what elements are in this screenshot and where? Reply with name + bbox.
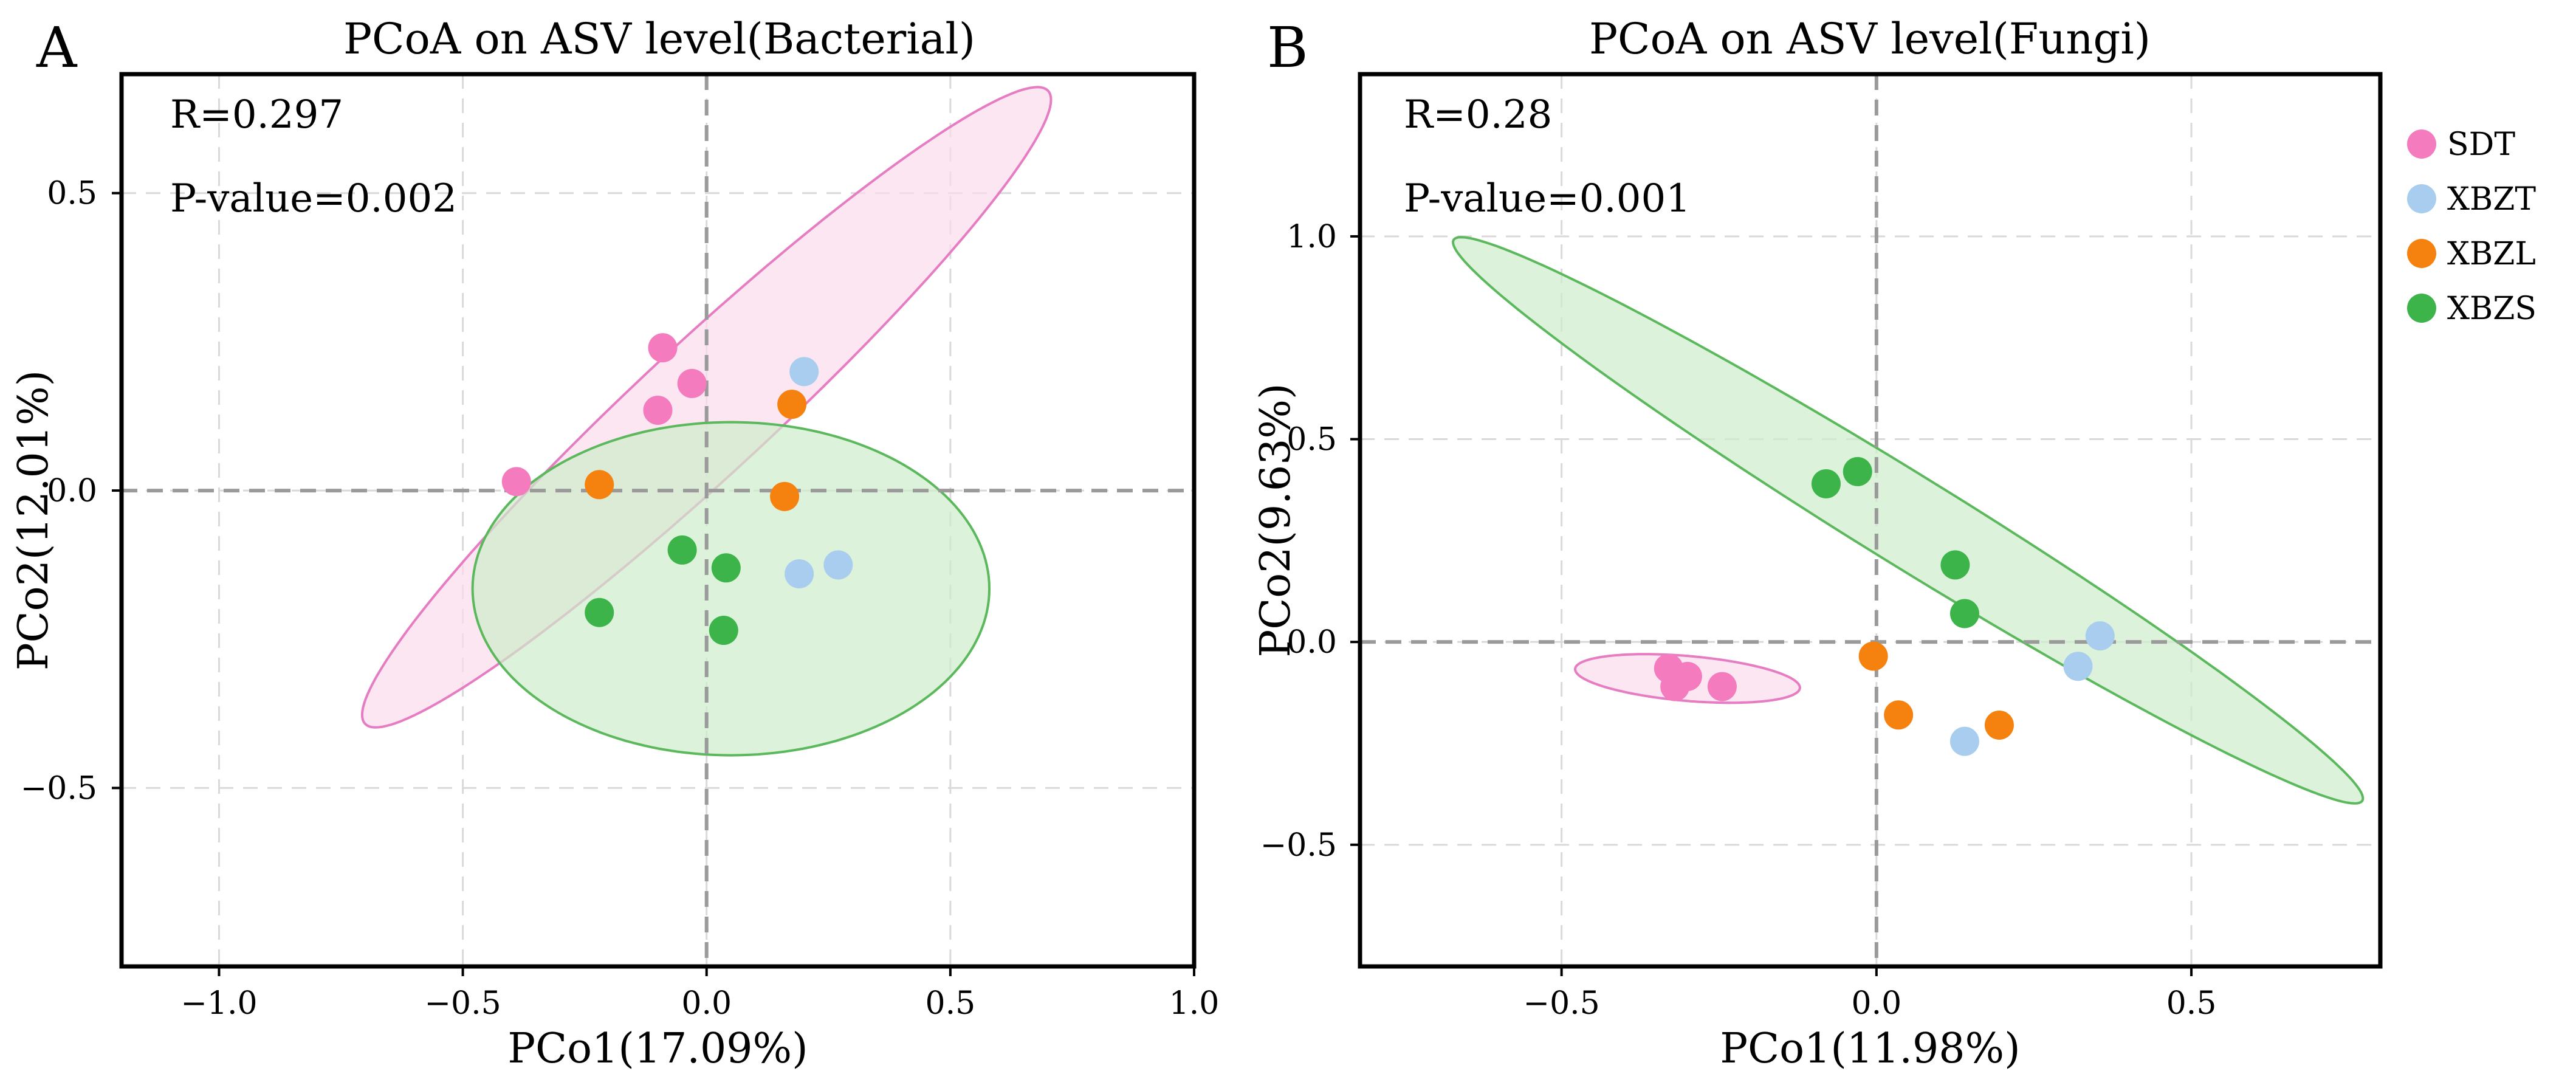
panel-b-ytick-label: 0.0 [1286, 624, 1337, 661]
panel-a-ellipse-xbzs [471, 421, 991, 757]
panel-a-plot-frame [119, 72, 1197, 969]
panel-b-stat-1: P-value=0.001 [1404, 176, 1691, 221]
panel-a-point-sdt [501, 467, 531, 497]
panel-b-point-xbzs [1940, 550, 1970, 580]
panel-a-point-xbzt [823, 550, 853, 580]
panel-a-point-xbzl [777, 390, 807, 419]
panel-b-point-xbzt [1949, 726, 1979, 756]
panel-a-xlabel: PCo1(17.09%) [507, 1025, 808, 1073]
panel-b-point-xbzt [2085, 621, 2115, 651]
panel-a-point-xbzl [770, 481, 800, 511]
panel-b-point-xbzl [1884, 700, 1914, 730]
panel-a-ytick-label: 0.5 [47, 176, 97, 212]
panel-a-point-xbzt [789, 357, 819, 387]
panel-b-point-sdt [1707, 672, 1737, 701]
panel-a-xtick-label: 0.0 [681, 985, 732, 1022]
panel-b-label: B [1267, 15, 1308, 80]
panel-a-point-xbzs [709, 616, 738, 646]
panel-b-point-xbzs [1811, 469, 1841, 498]
panel-a-point-sdt [643, 395, 673, 425]
panel-a-stat-1: P-value=0.002 [170, 176, 457, 221]
panel-b-legend-marker-xbzs [2407, 294, 2436, 323]
panel-b-xlabel: PCo1(11.98%) [1720, 1025, 2020, 1073]
panel-b-ytick-label: 1.0 [1286, 219, 1337, 255]
panel-b-legend-label-sdt: SDT [2447, 126, 2515, 163]
panel-b-xtick-label: 0.5 [2166, 985, 2217, 1022]
panel-b-plot-frame [1358, 72, 2383, 969]
panel-b-legend-label-xbzl: XBZL [2447, 236, 2536, 272]
panel-b-point-xbzl [1984, 710, 2014, 740]
panel-b-title: PCoA on ASV level(Fungi) [1589, 14, 2151, 64]
panel-a-point-xbzl [585, 470, 614, 500]
panel-b-legend-marker-xbzt [2407, 184, 2436, 213]
panel-b-point-xbzs [1843, 456, 1872, 486]
panel-a-xtick-label: 0.5 [926, 985, 976, 1022]
panel-a-ytick-label: 0.0 [47, 473, 97, 509]
panel-b-ellipse-xbzs [1452, 236, 2365, 805]
panel-a-xtick-label: 1.0 [1169, 985, 1220, 1022]
panel-b-stat-0: R=0.28 [1404, 92, 1552, 137]
panel-a-stat-0: R=0.297 [170, 92, 343, 137]
panel-a-point-xbzt [785, 559, 814, 589]
panel-a-title: PCoA on ASV level(Bacterial) [343, 14, 975, 64]
panel-b-ylabel: PCo2(9.63%) [1252, 383, 1300, 657]
panel-b-legend-marker-xbzl [2407, 239, 2436, 268]
panel-b-legend-marker-sdt [2407, 129, 2436, 159]
panel-b-xtick-label: 0.0 [1852, 985, 1902, 1022]
panel-b-xtick-label: −0.5 [1523, 985, 1600, 1022]
panel-a-xtick-label: −1.0 [180, 985, 257, 1022]
panel-a-ytick-label: −0.5 [21, 770, 97, 807]
panel-a-point-xbzs [667, 535, 697, 565]
panel-b-legend-label-xbzs: XBZS [2447, 291, 2537, 327]
panel-b-ytick-label: 0.5 [1286, 422, 1337, 458]
panel-b-point-sdt [1660, 672, 1690, 701]
panel-a-point-xbzs [585, 597, 614, 627]
panel-a-point-xbzs [711, 553, 741, 583]
panel-a-point-sdt [648, 333, 678, 363]
panel-b-point-xbzs [1949, 599, 1979, 628]
panel-a-xtick-label: −0.5 [424, 985, 501, 1022]
panel-a-point-sdt [677, 368, 707, 398]
panel-b-point-xbzl [1858, 641, 1888, 671]
panel-a-label: A [36, 15, 78, 80]
panel-b-point-xbzt [2063, 652, 2093, 681]
panel-b-ytick-label: −0.5 [1260, 827, 1337, 864]
panel-a-ylabel: PCo2(12.01%) [10, 370, 58, 670]
panel-b-legend-label-xbzt: XBZT [2447, 181, 2536, 218]
